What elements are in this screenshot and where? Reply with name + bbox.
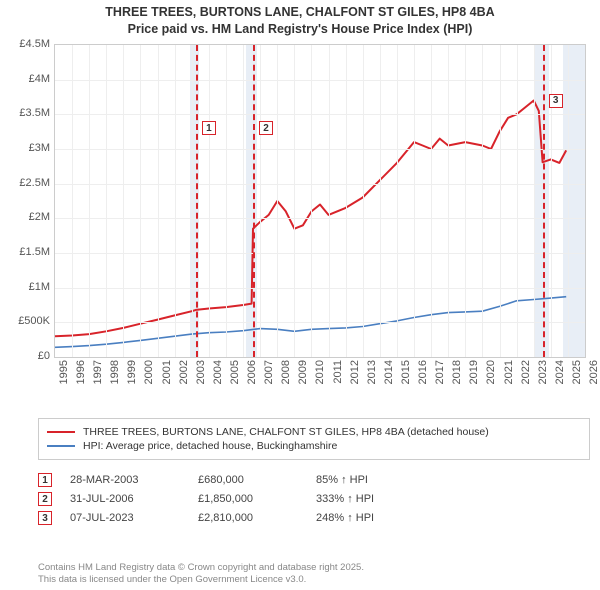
gridline-h (55, 114, 585, 115)
gridline-v (294, 45, 295, 357)
line-layer (55, 45, 585, 357)
plot-region: 1 2 3 (54, 44, 586, 358)
x-tick-label: 2026 (588, 360, 600, 410)
gridline-v (209, 45, 210, 357)
gridline-v (158, 45, 159, 357)
event-marker-3: 3 (549, 94, 563, 108)
event-row-3: 3 07-JUL-2023 £2,810,000 248% ↑ HPI (38, 511, 590, 525)
gridline-v (500, 45, 501, 357)
title-block: THREE TREES, BURTONS LANE, CHALFONT ST G… (0, 0, 600, 38)
event-row-2: 2 31-JUL-2006 £1,850,000 333% ↑ HPI (38, 492, 590, 506)
gridline-v (414, 45, 415, 357)
gridline-v (89, 45, 90, 357)
event-date: 28-MAR-2003 (70, 474, 180, 486)
event-price: £2,810,000 (198, 512, 298, 524)
y-tick-label: £1.5M (6, 246, 50, 258)
gridline-h (55, 80, 585, 81)
y-tick-label: £2.5M (6, 177, 50, 189)
footnote-line-1: Contains HM Land Registry data © Crown c… (38, 562, 590, 574)
gridline-h (55, 218, 585, 219)
gridline-v (243, 45, 244, 357)
legend-label-1: HPI: Average price, detached house, Buck… (83, 440, 337, 452)
gridline-v (260, 45, 261, 357)
gridline-v (482, 45, 483, 357)
gridline-h (55, 288, 585, 289)
gridline-v (192, 45, 193, 357)
event-date: 07-JUL-2023 (70, 512, 180, 524)
chart-area: 1 2 3 £0 £500K £1M £1.5M £2M £2.5M £3M £3.5M £4M £4… (6, 40, 594, 410)
y-tick-label: £1M (6, 281, 50, 293)
event-row-marker: 1 (38, 473, 52, 487)
legend-label-0: THREE TREES, BURTONS LANE, CHALFONT ST G… (83, 426, 489, 438)
event-price: £1,850,000 (198, 493, 298, 505)
gridline-v (448, 45, 449, 357)
gridline-v (551, 45, 552, 357)
footnote: Contains HM Land Registry data © Crown c… (38, 562, 590, 586)
gridline-h (55, 184, 585, 185)
event-marker-1: 1 (202, 121, 216, 135)
title-line-2: Price paid vs. HM Land Registry's House … (0, 21, 600, 38)
gridline-v (517, 45, 518, 357)
event-pct: 85% ↑ HPI (316, 474, 436, 486)
legend-swatch-1 (47, 445, 75, 447)
event-row-marker: 3 (38, 511, 52, 525)
y-tick-label: £3.5M (6, 107, 50, 119)
event-pct: 248% ↑ HPI (316, 512, 436, 524)
gridline-v (431, 45, 432, 357)
event-row-marker: 2 (38, 492, 52, 506)
legend: THREE TREES, BURTONS LANE, CHALFONT ST G… (38, 418, 590, 460)
y-tick-label: £3M (6, 142, 50, 154)
gridline-v (311, 45, 312, 357)
gridline-v (397, 45, 398, 357)
gridline-v (465, 45, 466, 357)
event-pct: 333% ↑ HPI (316, 493, 436, 505)
gridline-h (55, 149, 585, 150)
event-date: 31-JUL-2006 (70, 493, 180, 505)
y-tick-label: £2M (6, 211, 50, 223)
gridline-v (329, 45, 330, 357)
event-line-2 (253, 45, 255, 357)
gridline-v (226, 45, 227, 357)
y-tick-label: £0 (6, 350, 50, 362)
gridline-v (72, 45, 73, 357)
gridline-v (106, 45, 107, 357)
title-line-1: THREE TREES, BURTONS LANE, CHALFONT ST G… (0, 4, 600, 21)
event-marker-2: 2 (259, 121, 273, 135)
gridline-v (277, 45, 278, 357)
legend-row-1: HPI: Average price, detached house, Buck… (47, 440, 581, 452)
event-line-3 (543, 45, 545, 357)
event-price: £680,000 (198, 474, 298, 486)
gridline-v (363, 45, 364, 357)
y-tick-label: £500K (6, 315, 50, 327)
footnote-line-2: This data is licensed under the Open Gov… (38, 574, 590, 586)
gridline-v (123, 45, 124, 357)
gridline-v (346, 45, 347, 357)
gridline-v (140, 45, 141, 357)
legend-row-0: THREE TREES, BURTONS LANE, CHALFONT ST G… (47, 426, 581, 438)
gridline-h (55, 322, 585, 323)
y-tick-label: £4M (6, 73, 50, 85)
gridline-h (55, 253, 585, 254)
gridline-v (380, 45, 381, 357)
event-row-1: 1 28-MAR-2003 £680,000 85% ↑ HPI (38, 473, 590, 487)
y-tick-label: £4.5M (6, 38, 50, 50)
gridline-v (534, 45, 535, 357)
event-line-1 (196, 45, 198, 357)
legend-swatch-0 (47, 431, 75, 433)
chart-container: THREE TREES, BURTONS LANE, CHALFONT ST G… (0, 0, 600, 590)
gridline-v (568, 45, 569, 357)
gridline-v (175, 45, 176, 357)
events-table: 1 28-MAR-2003 £680,000 85% ↑ HPI 2 31-JUL-200… (38, 468, 590, 530)
